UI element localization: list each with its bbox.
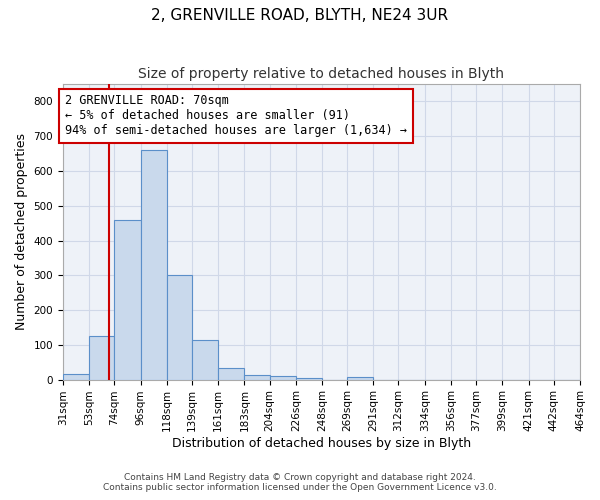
Bar — [114, 220, 140, 380]
Bar — [89, 336, 114, 380]
Y-axis label: Number of detached properties: Number of detached properties — [15, 134, 28, 330]
Text: 2, GRENVILLE ROAD, BLYTH, NE24 3UR: 2, GRENVILLE ROAD, BLYTH, NE24 3UR — [151, 8, 449, 22]
Text: Contains HM Land Registry data © Crown copyright and database right 2024.
Contai: Contains HM Land Registry data © Crown c… — [103, 473, 497, 492]
Bar — [192, 340, 218, 380]
Bar — [269, 376, 296, 380]
Bar — [167, 276, 192, 380]
Text: 2 GRENVILLE ROAD: 70sqm
← 5% of detached houses are smaller (91)
94% of semi-det: 2 GRENVILLE ROAD: 70sqm ← 5% of detached… — [65, 94, 407, 138]
X-axis label: Distribution of detached houses by size in Blyth: Distribution of detached houses by size … — [172, 437, 471, 450]
Bar — [140, 150, 167, 380]
Bar — [296, 378, 322, 380]
Bar — [218, 368, 244, 380]
Bar — [244, 375, 269, 380]
Title: Size of property relative to detached houses in Blyth: Size of property relative to detached ho… — [139, 68, 505, 82]
Bar — [347, 377, 373, 380]
Bar — [63, 374, 89, 380]
